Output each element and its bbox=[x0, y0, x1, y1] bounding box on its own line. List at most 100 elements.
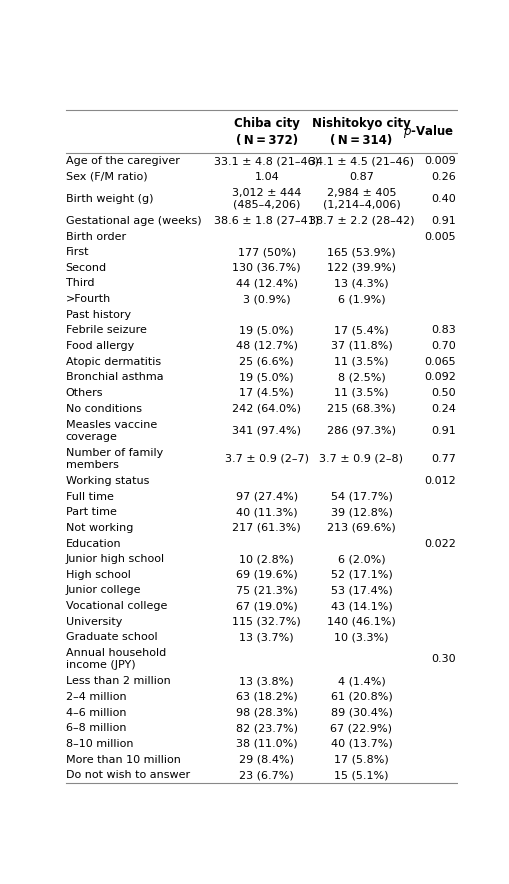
Text: 242 (64.0%): 242 (64.0%) bbox=[232, 403, 301, 414]
Text: 0.009: 0.009 bbox=[425, 156, 456, 166]
Text: 37 (11.8%): 37 (11.8%) bbox=[330, 341, 392, 351]
Text: 3.7 ± 0.9 (2–7): 3.7 ± 0.9 (2–7) bbox=[225, 454, 309, 464]
Text: Junior high school: Junior high school bbox=[66, 554, 165, 564]
Text: 38.7 ± 2.2 (28–42): 38.7 ± 2.2 (28–42) bbox=[308, 216, 414, 226]
Text: 61 (20.8%): 61 (20.8%) bbox=[330, 692, 392, 702]
Text: 38.6 ± 1.8 (27–41): 38.6 ± 1.8 (27–41) bbox=[214, 216, 319, 226]
Text: Birth weight (g): Birth weight (g) bbox=[66, 194, 153, 204]
Text: Do not wish to answer: Do not wish to answer bbox=[66, 770, 190, 781]
Text: 43 (14.1%): 43 (14.1%) bbox=[330, 601, 392, 611]
Text: 13 (4.3%): 13 (4.3%) bbox=[334, 278, 389, 288]
Text: 48 (12.7%): 48 (12.7%) bbox=[236, 341, 298, 351]
Text: 0.012: 0.012 bbox=[425, 476, 456, 486]
Text: Part time: Part time bbox=[66, 507, 117, 517]
Text: 165 (53.9%): 165 (53.9%) bbox=[327, 248, 396, 257]
Text: Graduate school: Graduate school bbox=[66, 632, 157, 643]
Text: 40 (11.3%): 40 (11.3%) bbox=[236, 507, 298, 517]
Text: University: University bbox=[66, 617, 122, 627]
Text: 11 (3.5%): 11 (3.5%) bbox=[334, 356, 389, 367]
Text: More than 10 million: More than 10 million bbox=[66, 755, 181, 765]
Text: Sex (F/M ratio): Sex (F/M ratio) bbox=[66, 171, 147, 182]
Text: 25 (6.6%): 25 (6.6%) bbox=[239, 356, 294, 367]
Text: Nishitokyo city
( N = 314): Nishitokyo city ( N = 314) bbox=[312, 117, 411, 147]
Text: 3,012 ± 444
(485–4,206): 3,012 ± 444 (485–4,206) bbox=[232, 188, 301, 210]
Text: 3.7 ± 0.9 (2–8): 3.7 ± 0.9 (2–8) bbox=[320, 454, 404, 464]
Text: 67 (19.0%): 67 (19.0%) bbox=[236, 601, 298, 611]
Text: 0.065: 0.065 bbox=[425, 356, 456, 367]
Text: 11 (3.5%): 11 (3.5%) bbox=[334, 388, 389, 398]
Text: 8 (2.5%): 8 (2.5%) bbox=[337, 372, 385, 382]
Text: 19 (5.0%): 19 (5.0%) bbox=[239, 372, 294, 382]
Text: 215 (68.3%): 215 (68.3%) bbox=[327, 403, 396, 414]
Text: 341 (97.4%): 341 (97.4%) bbox=[232, 425, 301, 436]
Text: 177 (50%): 177 (50%) bbox=[238, 248, 296, 257]
Text: 4–6 million: 4–6 million bbox=[66, 707, 126, 718]
Text: Less than 2 million: Less than 2 million bbox=[66, 676, 171, 686]
Text: 67 (22.9%): 67 (22.9%) bbox=[330, 723, 392, 733]
Text: Full time: Full time bbox=[66, 492, 114, 501]
Text: 6–8 million: 6–8 million bbox=[66, 723, 126, 733]
Text: No conditions: No conditions bbox=[66, 403, 142, 414]
Text: 0.70: 0.70 bbox=[432, 341, 456, 351]
Text: 82 (23.7%): 82 (23.7%) bbox=[236, 723, 298, 733]
Text: Not working: Not working bbox=[66, 523, 133, 533]
Text: 0.50: 0.50 bbox=[432, 388, 456, 398]
Text: 0.87: 0.87 bbox=[349, 171, 374, 182]
Text: 23 (6.7%): 23 (6.7%) bbox=[239, 770, 294, 781]
Text: First: First bbox=[66, 248, 89, 257]
Text: 44 (12.4%): 44 (12.4%) bbox=[236, 278, 298, 288]
Text: 33.1 ± 4.8 (21–46): 33.1 ± 4.8 (21–46) bbox=[214, 156, 319, 166]
Text: High school: High school bbox=[66, 570, 130, 580]
Text: 8–10 million: 8–10 million bbox=[66, 739, 133, 749]
Text: Age of the caregiver: Age of the caregiver bbox=[66, 156, 180, 166]
Text: 0.24: 0.24 bbox=[431, 403, 456, 414]
Text: 98 (28.3%): 98 (28.3%) bbox=[236, 707, 298, 718]
Text: 69 (19.6%): 69 (19.6%) bbox=[236, 570, 298, 580]
Text: Birth order: Birth order bbox=[66, 232, 126, 241]
Text: 29 (8.4%): 29 (8.4%) bbox=[239, 755, 294, 765]
Text: 10 (2.8%): 10 (2.8%) bbox=[239, 554, 294, 564]
Text: 217 (61.3%): 217 (61.3%) bbox=[233, 523, 301, 533]
Text: 0.40: 0.40 bbox=[432, 194, 456, 204]
Text: 0.26: 0.26 bbox=[432, 171, 456, 182]
Text: Working status: Working status bbox=[66, 476, 149, 486]
Text: 140 (46.1%): 140 (46.1%) bbox=[327, 617, 396, 627]
Text: Gestational age (weeks): Gestational age (weeks) bbox=[66, 216, 201, 226]
Text: 0.005: 0.005 bbox=[425, 232, 456, 241]
Text: 52 (17.1%): 52 (17.1%) bbox=[330, 570, 392, 580]
Text: Others: Others bbox=[66, 388, 103, 398]
Text: Past history: Past history bbox=[66, 309, 131, 320]
Text: 17 (5.4%): 17 (5.4%) bbox=[334, 325, 389, 335]
Text: 38 (11.0%): 38 (11.0%) bbox=[236, 739, 298, 749]
Text: Measles vaccine
coverage: Measles vaccine coverage bbox=[66, 420, 157, 441]
Text: $p$-Value: $p$-Value bbox=[403, 123, 454, 141]
Text: 97 (27.4%): 97 (27.4%) bbox=[236, 492, 298, 501]
Text: 17 (5.8%): 17 (5.8%) bbox=[334, 755, 389, 765]
Text: 17 (4.5%): 17 (4.5%) bbox=[239, 388, 294, 398]
Text: Second: Second bbox=[66, 263, 107, 273]
Text: Number of family
members: Number of family members bbox=[66, 448, 163, 470]
Text: 4 (1.4%): 4 (1.4%) bbox=[337, 676, 385, 686]
Text: 13 (3.7%): 13 (3.7%) bbox=[239, 632, 294, 643]
Text: 2,984 ± 405
(1,214–4,006): 2,984 ± 405 (1,214–4,006) bbox=[323, 188, 401, 210]
Text: 122 (39.9%): 122 (39.9%) bbox=[327, 263, 396, 273]
Text: Vocational college: Vocational college bbox=[66, 601, 167, 611]
Text: 75 (21.3%): 75 (21.3%) bbox=[236, 585, 298, 596]
Text: 115 (32.7%): 115 (32.7%) bbox=[233, 617, 301, 627]
Text: Education: Education bbox=[66, 538, 121, 549]
Text: >Fourth: >Fourth bbox=[66, 294, 111, 304]
Text: 53 (17.4%): 53 (17.4%) bbox=[330, 585, 392, 596]
Text: 0.83: 0.83 bbox=[432, 325, 456, 335]
Text: 40 (13.7%): 40 (13.7%) bbox=[330, 739, 392, 749]
Text: 286 (97.3%): 286 (97.3%) bbox=[327, 425, 396, 436]
Text: 6 (2.0%): 6 (2.0%) bbox=[337, 554, 385, 564]
Text: Junior college: Junior college bbox=[66, 585, 141, 596]
Text: 1.04: 1.04 bbox=[254, 171, 279, 182]
Text: 0.91: 0.91 bbox=[432, 425, 456, 436]
Text: 213 (69.6%): 213 (69.6%) bbox=[327, 523, 396, 533]
Text: Bronchial asthma: Bronchial asthma bbox=[66, 372, 163, 382]
Text: 39 (12.8%): 39 (12.8%) bbox=[330, 507, 392, 517]
Text: 19 (5.0%): 19 (5.0%) bbox=[239, 325, 294, 335]
Text: Food allergy: Food allergy bbox=[66, 341, 134, 351]
Text: 54 (17.7%): 54 (17.7%) bbox=[330, 492, 392, 501]
